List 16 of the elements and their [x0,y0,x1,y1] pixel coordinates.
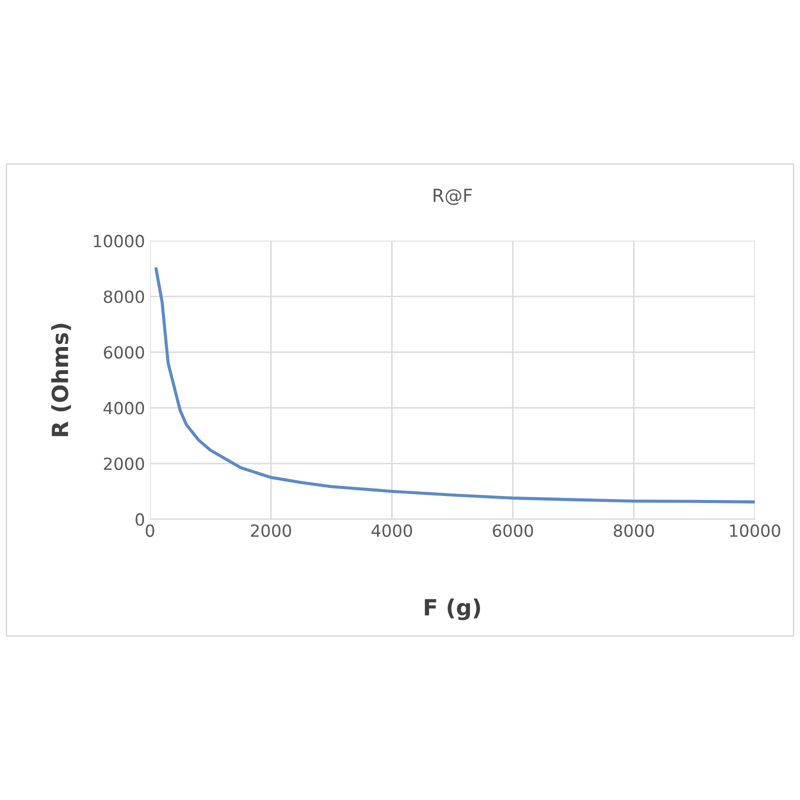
line-series [154,267,755,504]
x-tick-label: 6000 [492,524,533,537]
y-tick-label: 6000 [104,346,144,359]
y-tick-label: 4000 [104,402,144,414]
y-tick-label: 2000 [104,457,144,470]
x-tick-label: 4000 [372,524,412,537]
x-axis-title: F (g) [424,598,480,620]
x-tick-label: 8000 [614,524,654,537]
y-axis-title: R (Ohms) [51,324,71,436]
y-tick-label: 8000 [104,290,144,304]
y-tick-label: 0 [136,513,144,526]
chart-title: R@F [434,188,472,206]
x-tick-label: 10000 [730,524,780,537]
x-tick-label: 0 [146,524,154,537]
x-tick-label: 2000 [250,524,292,537]
y-tick-label: 10000 [94,234,144,248]
